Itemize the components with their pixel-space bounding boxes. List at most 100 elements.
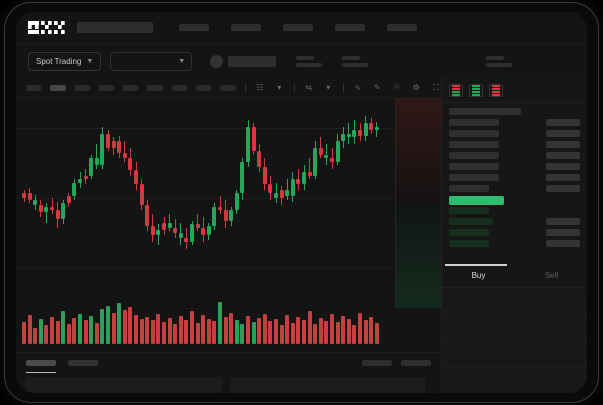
volume-bar bbox=[240, 324, 245, 344]
order-book-ask-row[interactable] bbox=[449, 152, 580, 160]
timeframe-button-4[interactable] bbox=[98, 84, 115, 91]
orders-card-2[interactable] bbox=[230, 377, 425, 393]
tab-sell[interactable]: Sell bbox=[515, 264, 587, 287]
timeframe-button-7[interactable] bbox=[171, 84, 187, 91]
volume-bar bbox=[274, 318, 278, 344]
volume-bar bbox=[145, 316, 150, 344]
volume-bar bbox=[162, 321, 166, 344]
volume-bar bbox=[341, 315, 346, 344]
timeframe-button-2[interactable] bbox=[50, 84, 66, 91]
volume-bar bbox=[335, 321, 340, 344]
timeframe-button-9[interactable] bbox=[220, 84, 236, 91]
timeframe-button-6[interactable] bbox=[147, 84, 163, 91]
volume-bar bbox=[117, 303, 122, 344]
tab-buy[interactable]: Buy bbox=[442, 264, 515, 287]
pair-last-price bbox=[228, 55, 277, 67]
order-book-ask-row[interactable] bbox=[449, 130, 580, 138]
order-book-ask-row[interactable] bbox=[449, 174, 580, 182]
order-book-rows[interactable] bbox=[442, 103, 587, 248]
volume-bar bbox=[318, 317, 323, 344]
volume-bar bbox=[61, 311, 66, 344]
magnet-icon[interactable]: ☉ bbox=[393, 83, 401, 92]
toolbar-divider bbox=[293, 82, 295, 93]
amount-field[interactable] bbox=[442, 342, 587, 368]
orders-action-2[interactable] bbox=[401, 360, 431, 366]
volume-bar bbox=[358, 312, 362, 344]
timeframe-button-8[interactable] bbox=[195, 84, 212, 91]
order-book-ask-row[interactable] bbox=[449, 108, 580, 116]
timeframe-button-1[interactable] bbox=[26, 84, 42, 91]
volume-bar bbox=[100, 309, 105, 344]
timeframe-button-5[interactable] bbox=[123, 84, 139, 91]
nav-link-3[interactable] bbox=[283, 24, 313, 31]
order-book-panel: Buy Sell bbox=[441, 78, 587, 393]
volume-bar bbox=[72, 317, 77, 344]
chart-gridline bbox=[16, 198, 441, 199]
chevron-down-icon[interactable]: ▾ bbox=[277, 83, 282, 92]
order-book-bid-row[interactable] bbox=[449, 207, 580, 215]
volume-bar bbox=[184, 319, 189, 344]
indicators-icon[interactable]: ☷ bbox=[256, 83, 264, 92]
price-field[interactable] bbox=[442, 316, 587, 342]
toolbar-divider bbox=[342, 82, 344, 93]
nav-link-2[interactable] bbox=[231, 24, 261, 31]
volume-bar bbox=[128, 307, 133, 344]
orders-tab-2[interactable] bbox=[68, 360, 98, 366]
volume-bar bbox=[302, 319, 306, 344]
brush-icon[interactable]: ✎ bbox=[373, 83, 381, 92]
order-book-ask-row[interactable] bbox=[449, 119, 580, 127]
fullscreen-icon[interactable]: ⛶ bbox=[432, 82, 439, 92]
order-book-ask-row[interactable] bbox=[449, 185, 580, 193]
pair-selector-dropdown[interactable]: ▼ bbox=[110, 51, 193, 71]
chart-toolbar: ☷ ▾ ⇆ ▾ ∿ ✎ ☉ ⚙ ⛶ bbox=[16, 78, 441, 98]
volume-bar bbox=[201, 314, 206, 344]
asks-only-icon[interactable] bbox=[489, 84, 503, 97]
chart-gridline bbox=[16, 268, 441, 269]
volume-bar bbox=[363, 319, 368, 344]
line-style-icon[interactable]: ∿ bbox=[354, 83, 362, 92]
order-type-field[interactable] bbox=[442, 290, 587, 316]
orders-content bbox=[26, 377, 431, 393]
chart-gridline bbox=[16, 128, 441, 129]
volume-bar bbox=[206, 318, 211, 344]
order-book-ask-row[interactable] bbox=[449, 141, 580, 149]
app-screen: Spot Trading ▼ ▼ bbox=[16, 12, 587, 393]
orders-card-1[interactable] bbox=[26, 377, 222, 393]
order-book-last-price-row bbox=[449, 196, 580, 205]
depth-ask-area bbox=[396, 98, 441, 203]
timeframe-button-3[interactable] bbox=[74, 84, 90, 91]
volume-bar bbox=[212, 320, 217, 344]
orders-tabs bbox=[26, 360, 431, 373]
orders-tab-1[interactable] bbox=[26, 360, 56, 366]
volume-bar bbox=[89, 315, 94, 344]
chevron-down-icon[interactable]: ▾ bbox=[326, 83, 331, 92]
volume-bar bbox=[268, 320, 273, 344]
candlestick-series bbox=[16, 98, 441, 288]
volume-bar bbox=[22, 321, 26, 344]
compare-icon[interactable]: ⇆ bbox=[305, 83, 313, 92]
trading-mode-dropdown[interactable]: Spot Trading ▼ bbox=[28, 51, 102, 71]
order-book-bid-row[interactable] bbox=[449, 229, 580, 237]
volume-bar bbox=[122, 310, 127, 344]
volume-bar bbox=[38, 318, 43, 344]
nav-link-1[interactable] bbox=[179, 24, 209, 31]
order-book-ask-row[interactable] bbox=[449, 163, 580, 171]
total-field[interactable] bbox=[442, 368, 587, 393]
volume-bar bbox=[223, 316, 228, 344]
mixed-depth-icon[interactable] bbox=[449, 84, 463, 97]
order-book-bid-row[interactable] bbox=[449, 240, 580, 248]
orders-action-1[interactable] bbox=[362, 360, 392, 366]
search-input[interactable] bbox=[77, 22, 153, 33]
price-chart[interactable] bbox=[16, 98, 441, 352]
okx-logo[interactable] bbox=[28, 21, 65, 34]
market-stat-1 bbox=[296, 55, 323, 67]
nav-link-4[interactable] bbox=[335, 24, 365, 31]
volume-bar bbox=[369, 316, 374, 344]
order-book-bid-row[interactable] bbox=[449, 218, 580, 226]
volume-series bbox=[16, 294, 441, 344]
bids-only-icon[interactable] bbox=[469, 84, 483, 97]
volume-bar bbox=[279, 325, 284, 344]
nav-link-5[interactable] bbox=[387, 24, 417, 31]
settings-icon[interactable]: ⚙ bbox=[412, 83, 420, 92]
volume-bar bbox=[44, 325, 49, 344]
